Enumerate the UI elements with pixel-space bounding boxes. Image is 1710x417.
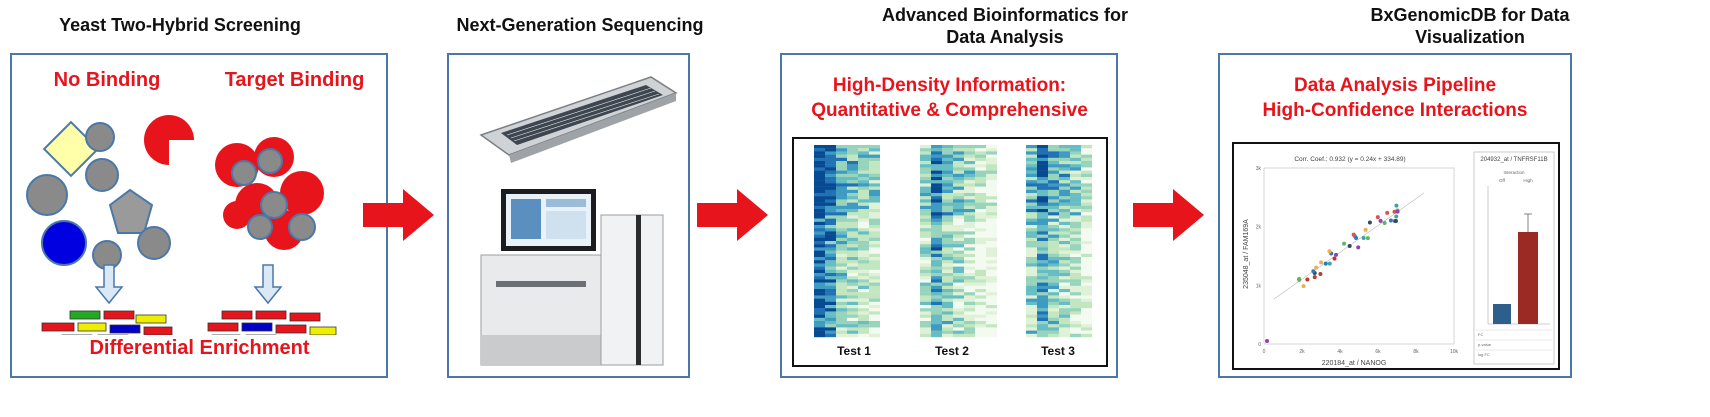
bar-cat-2: High bbox=[1523, 178, 1533, 183]
scatter-point bbox=[1388, 218, 1393, 223]
flow-arrow-icon bbox=[363, 189, 434, 241]
scatter-point bbox=[1392, 209, 1397, 214]
scatter-point bbox=[1395, 209, 1400, 214]
scatter-xtick: 8k bbox=[1413, 349, 1419, 355]
scatter-ytick: 0 bbox=[1258, 342, 1261, 348]
scatter-point bbox=[1347, 243, 1352, 248]
gene-fragments-left-icon bbox=[41, 310, 173, 335]
bar-chart: 204932_at / TNFRSF11B Interaction Off Hi… bbox=[1473, 151, 1555, 365]
scatter-point bbox=[1334, 252, 1339, 257]
scatter-point bbox=[1323, 261, 1328, 266]
flow-arrow-icon bbox=[1133, 189, 1204, 241]
scatter-xtick: 2k bbox=[1299, 349, 1305, 355]
ngs-panel bbox=[447, 53, 690, 378]
bioinfo-headline: High-Density Information: Quantitative &… bbox=[811, 75, 1088, 121]
scatter-xtick: 0 bbox=[1263, 349, 1266, 355]
heatmap-1 bbox=[814, 145, 880, 338]
scatter-point bbox=[1319, 260, 1324, 265]
y2h-illustration bbox=[26, 115, 337, 335]
scatter-ytick: 3k bbox=[1256, 166, 1262, 172]
no-binding-label: No Binding bbox=[53, 69, 161, 91]
scatter-point bbox=[1393, 219, 1398, 224]
scatter-point bbox=[1265, 339, 1269, 343]
scatter-point bbox=[1385, 210, 1390, 215]
scatter-point bbox=[1305, 277, 1310, 282]
heatmap-3 bbox=[1026, 145, 1092, 338]
y2h-panel: No Binding Target Binding Differential E… bbox=[10, 53, 388, 378]
sequencer-icon bbox=[480, 189, 664, 366]
scatter-point bbox=[1354, 235, 1359, 240]
scatter-point bbox=[1342, 241, 1347, 246]
scatter-point bbox=[1314, 265, 1319, 270]
no-binding-proteins-icon bbox=[26, 115, 194, 270]
bar-title: 204932_at / TNFRSF11B bbox=[1480, 157, 1547, 163]
heatmap-label-test-1: Test 1 bbox=[837, 344, 871, 358]
scatter-point bbox=[1365, 236, 1370, 241]
heatmap-label-test-2: Test 2 bbox=[935, 344, 969, 358]
viz-panel: Data Analysis Pipeline High-Confidence I… bbox=[1218, 53, 1572, 378]
gene-fragments-right-icon bbox=[207, 310, 337, 335]
scatter-point bbox=[1351, 232, 1356, 237]
scatter-point bbox=[1332, 256, 1337, 261]
scatter-ytick: 1k bbox=[1256, 283, 1262, 289]
scatter-point bbox=[1394, 214, 1399, 219]
bar-row-2: p-value bbox=[1478, 342, 1492, 347]
viz-frame: Corr. Coef.: 0.932 (y = 0.24x + 334.89) … bbox=[1232, 142, 1560, 370]
scatter-point bbox=[1363, 227, 1368, 232]
target-binding-label: Target Binding bbox=[224, 69, 365, 91]
scatter-xtick: 6k bbox=[1375, 349, 1381, 355]
scatter-point bbox=[1378, 218, 1383, 223]
scatter-point bbox=[1367, 220, 1372, 225]
bar-row-3: log FC bbox=[1478, 352, 1490, 357]
bar-subtitle: Interaction bbox=[1503, 170, 1525, 175]
scatter-point bbox=[1318, 271, 1323, 276]
scatter-xlabel: 220184_at / NANOG bbox=[1322, 360, 1387, 367]
viz-headline: Data Analysis Pipeline High-Confidence I… bbox=[1262, 75, 1528, 121]
scatter-point bbox=[1311, 269, 1316, 274]
scatter-xtick: 10k bbox=[1450, 349, 1459, 355]
stage-title-viz: BxGenomicDB for Data Visualization bbox=[1370, 5, 1570, 47]
scatter-ylabel: 235048_at / FAM169A bbox=[1243, 219, 1250, 289]
differential-enrichment-label: Differential Enrichment bbox=[89, 337, 310, 359]
bioinfo-panel: High-Density Information: Quantitative &… bbox=[780, 53, 1118, 378]
bar-cat-1: Off bbox=[1499, 178, 1506, 183]
scatter-xtick: 4k bbox=[1337, 349, 1343, 355]
scatter-plot: Corr. Coef.: 0.932 (y = 0.24x + 334.89) … bbox=[1243, 156, 1459, 367]
stage-title-bioinfo: Advanced Bioinformatics for Data Analysi… bbox=[881, 5, 1129, 47]
scatter-point bbox=[1394, 203, 1399, 208]
heatmap-2 bbox=[920, 145, 997, 338]
scatter-title: Corr. Coef.: 0.932 (y = 0.24x + 334.89) bbox=[1294, 156, 1405, 163]
scatter-point bbox=[1356, 245, 1361, 250]
scatter-point bbox=[1382, 221, 1387, 226]
stage-title-ngs: Next-Generation Sequencing bbox=[456, 15, 704, 35]
down-arrow-icon bbox=[94, 264, 283, 305]
scatter-point bbox=[1327, 249, 1332, 254]
scatter-point bbox=[1361, 235, 1366, 240]
scatter-point bbox=[1312, 275, 1317, 280]
scatter-point bbox=[1375, 215, 1380, 220]
heatmaps bbox=[814, 145, 1092, 338]
heatmap-label-test-3: Test 3 bbox=[1041, 344, 1075, 358]
scatter-point bbox=[1297, 277, 1302, 282]
bar-row-1: FC bbox=[1478, 332, 1483, 337]
scatter-point bbox=[1301, 284, 1306, 289]
target-binding-proteins-icon bbox=[215, 137, 324, 250]
stage-title-y2h: Yeast Two-Hybrid Screening bbox=[59, 15, 301, 35]
bar-high bbox=[1518, 232, 1538, 324]
scatter-ytick: 2k bbox=[1256, 225, 1262, 231]
heatmap-frame: Test 1 Test 2 Test 3 bbox=[792, 137, 1108, 367]
bar-off bbox=[1493, 304, 1511, 324]
scatter-point bbox=[1327, 261, 1332, 266]
flow-cell-icon bbox=[479, 76, 678, 163]
flow-arrow-icon bbox=[697, 189, 768, 241]
